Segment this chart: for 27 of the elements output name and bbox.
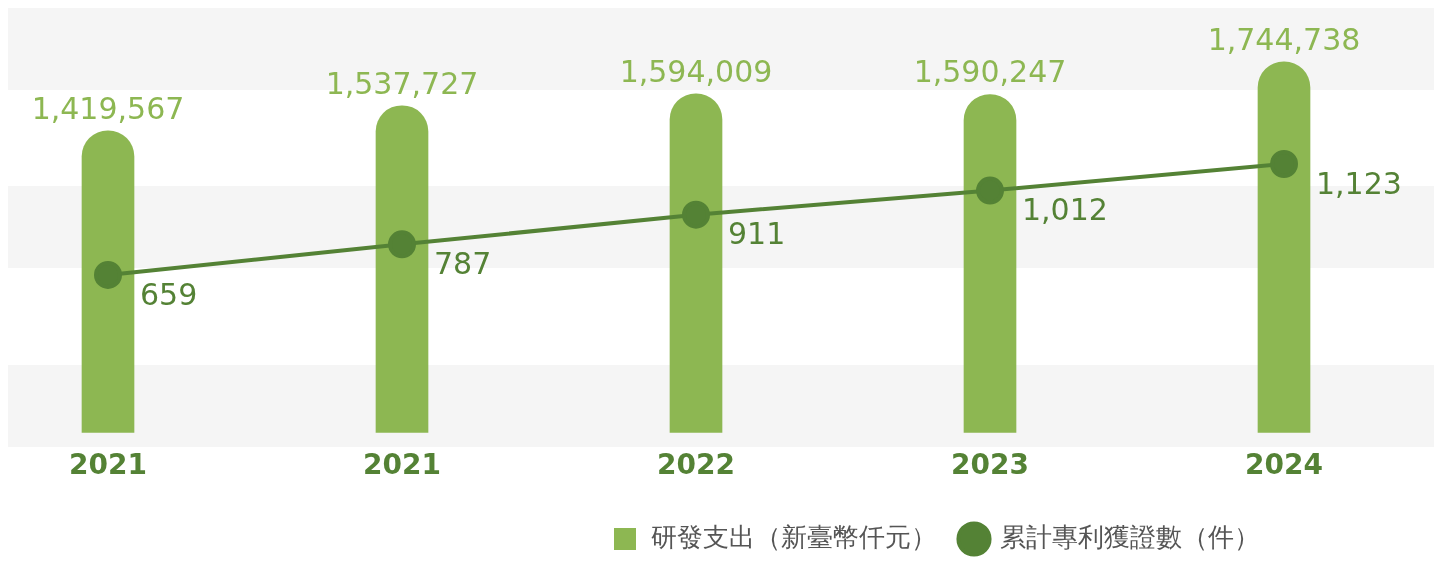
x-tick-label: 2024 bbox=[1245, 448, 1323, 482]
point bbox=[388, 230, 416, 259]
x-tick-label: 2021 bbox=[69, 448, 147, 482]
x-tick-label: 2021 bbox=[363, 448, 441, 482]
data-label: 1,744,738 bbox=[1207, 21, 1361, 57]
point bbox=[682, 200, 710, 229]
bar bbox=[81, 130, 135, 433]
data-label: 1,419,567 bbox=[31, 90, 185, 126]
bar bbox=[1257, 61, 1311, 433]
data-label: 1,012 bbox=[1022, 192, 1108, 228]
point bbox=[1270, 150, 1298, 178]
data-label: 659 bbox=[140, 276, 198, 312]
legend-label: 累計專利獲證數（件） bbox=[1000, 521, 1260, 552]
legend-label: 研發支出（新臺幣仟元） bbox=[651, 521, 937, 552]
data-label: 1,537,727 bbox=[325, 65, 479, 101]
data-label: 787 bbox=[434, 246, 492, 282]
data-label: 1,594,009 bbox=[619, 53, 773, 89]
data-label: 1,123 bbox=[1316, 165, 1402, 201]
x-tick-label: 2022 bbox=[657, 448, 735, 482]
bar bbox=[669, 93, 723, 433]
data-label: 911 bbox=[728, 216, 786, 252]
point bbox=[94, 260, 122, 289]
bar bbox=[963, 94, 1017, 433]
x-tick-label: 2023 bbox=[951, 448, 1029, 482]
point bbox=[976, 176, 1004, 205]
data-label: 1,590,247 bbox=[913, 54, 1067, 90]
bar bbox=[375, 105, 429, 433]
